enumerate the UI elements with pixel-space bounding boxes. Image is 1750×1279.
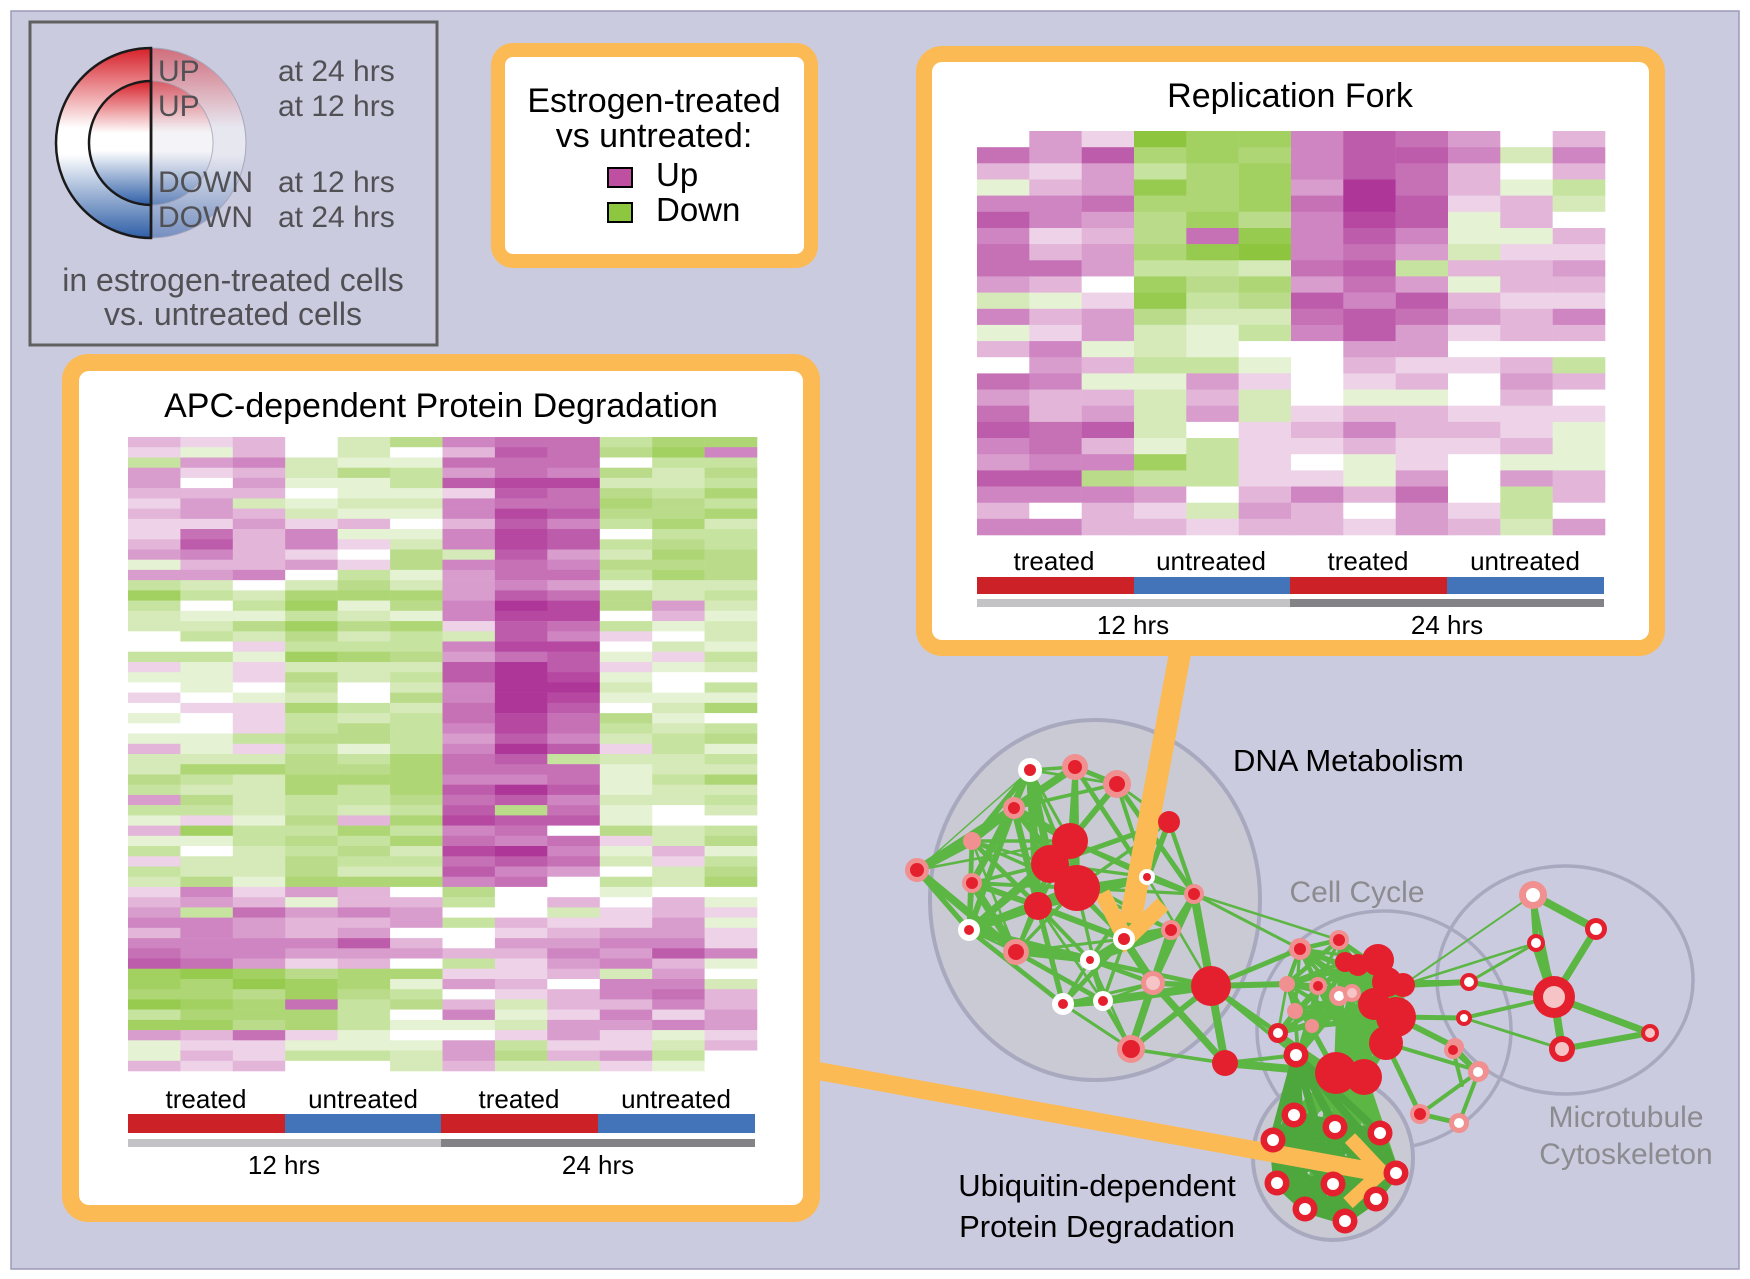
svg-text:DOWN: DOWN [158,166,253,199]
svg-text:at 12 hrs: at 12 hrs [278,166,395,199]
svg-text:UP: UP [158,90,200,123]
svg-text:vs untreated:: vs untreated: [556,117,753,155]
svg-text:Cell Cycle: Cell Cycle [1289,876,1424,909]
svg-text:vs. untreated cells: vs. untreated cells [104,296,362,332]
svg-text:APC-dependent Protein Degradat: APC-dependent Protein Degradation [164,387,718,425]
svg-text:treated: treated [1328,546,1409,576]
svg-text:treated: treated [166,1084,247,1114]
svg-text:at 24 hrs: at 24 hrs [278,201,395,234]
svg-text:untreated: untreated [1156,546,1266,576]
svg-text:treated: treated [1014,546,1095,576]
svg-text:DNA Metabolism: DNA Metabolism [1233,743,1464,778]
svg-text:in estrogen-treated cells: in estrogen-treated cells [62,262,404,298]
svg-text:untreated: untreated [621,1084,731,1114]
svg-text:DOWN: DOWN [158,201,253,234]
svg-text:12 hrs: 12 hrs [1097,610,1169,640]
svg-text:untreated: untreated [1470,546,1580,576]
svg-text:Down: Down [656,191,740,228]
svg-text:at 24 hrs: at 24 hrs [278,55,395,88]
svg-text:Replication Fork: Replication Fork [1167,77,1414,115]
svg-text:24 hrs: 24 hrs [1411,610,1483,640]
svg-text:Cytoskeleton: Cytoskeleton [1539,1138,1712,1171]
svg-text:12 hrs: 12 hrs [248,1150,320,1180]
svg-text:at 12 hrs: at 12 hrs [278,90,395,123]
svg-text:Estrogen-treated: Estrogen-treated [527,82,780,120]
svg-text:Up: Up [656,156,698,193]
svg-text:Ubiquitin-dependent: Ubiquitin-dependent [958,1168,1236,1203]
svg-text:24 hrs: 24 hrs [562,1150,634,1180]
svg-text:treated: treated [479,1084,560,1114]
svg-text:UP: UP [158,55,200,88]
svg-text:Protein Degradation: Protein Degradation [959,1209,1235,1244]
svg-text:Microtubule: Microtubule [1548,1101,1703,1134]
svg-text:untreated: untreated [308,1084,418,1114]
